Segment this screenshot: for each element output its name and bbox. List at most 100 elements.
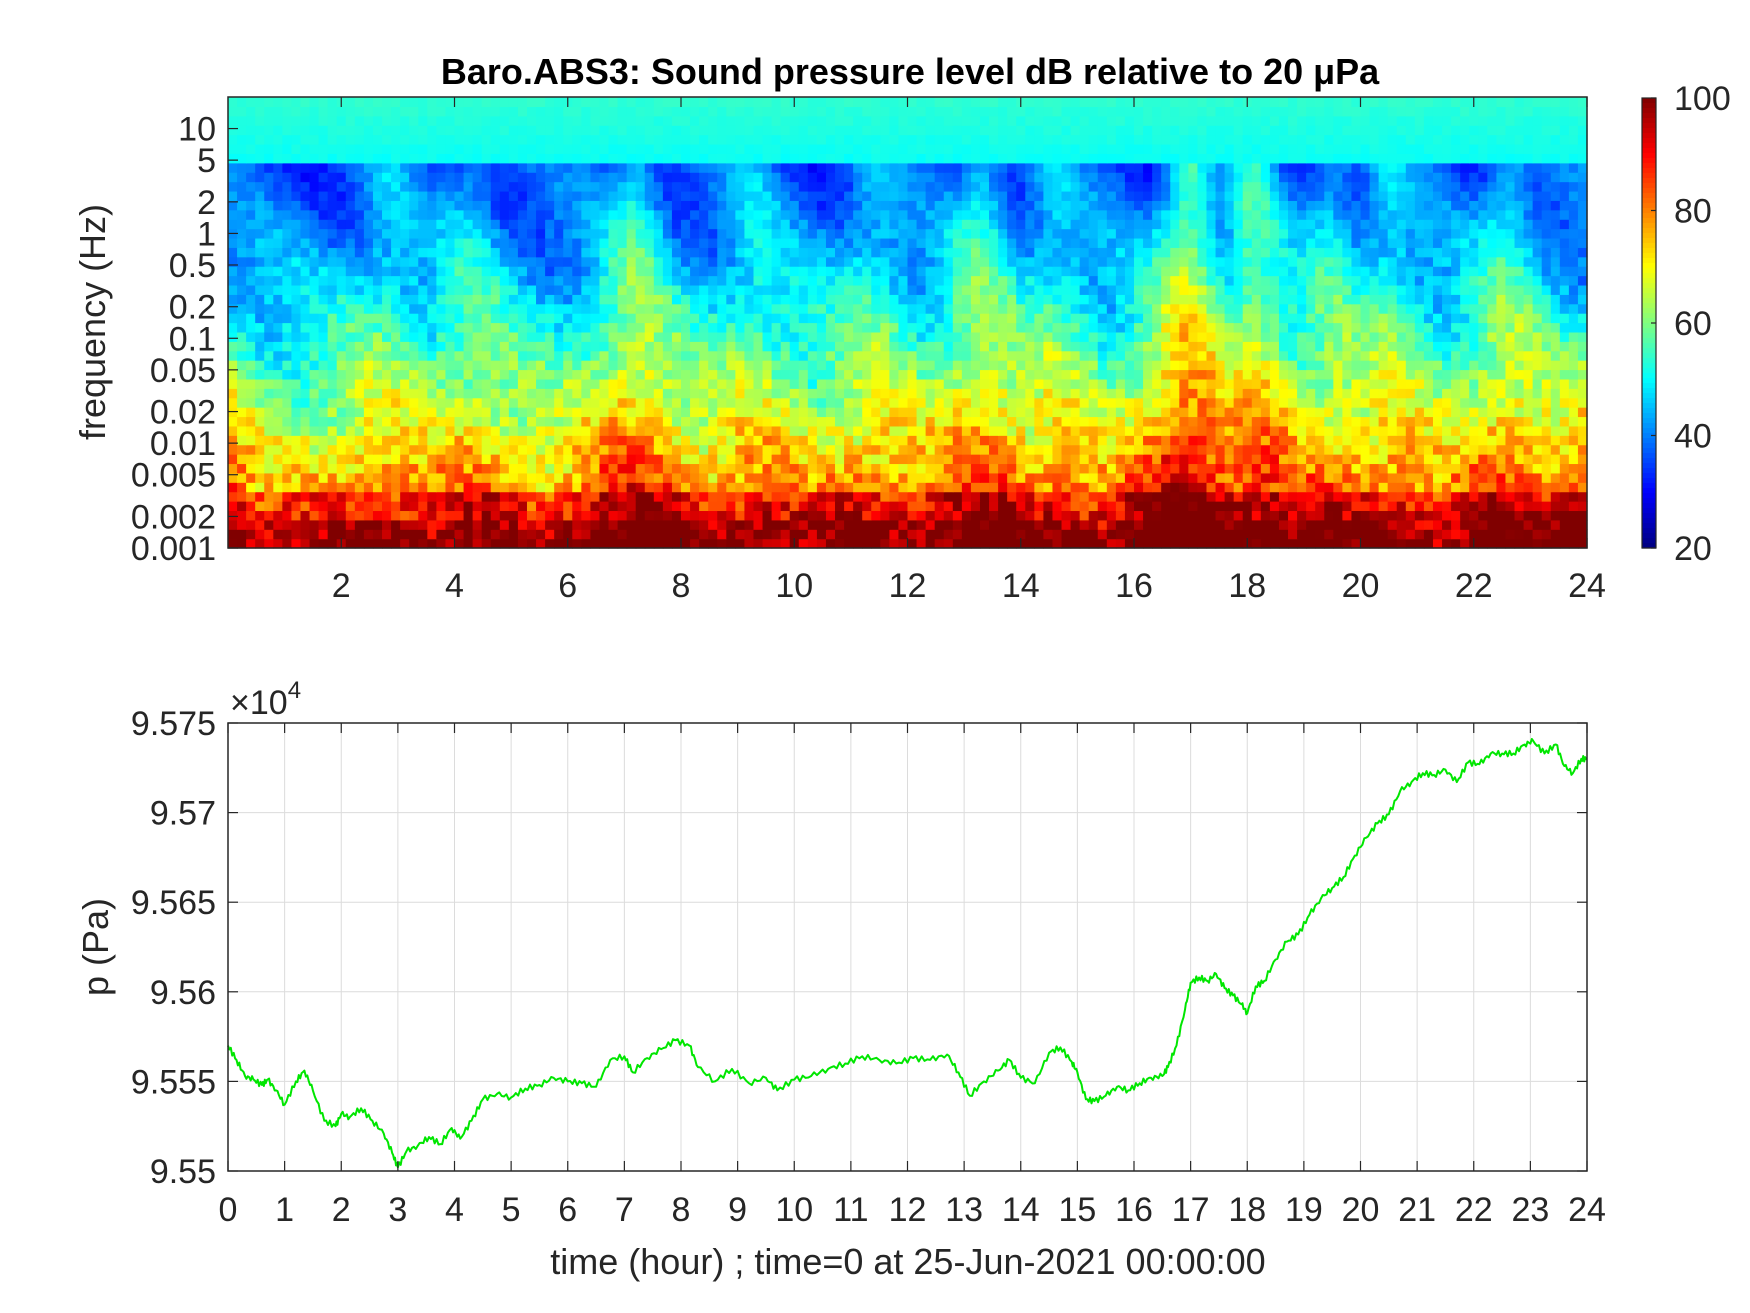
heatmap-cell: [1079, 247, 1090, 258]
heatmap-cell: [635, 256, 646, 267]
heatmap-cell: [1016, 425, 1026, 436]
heatmap-cell: [1143, 454, 1153, 465]
heatmap-cell: [1496, 331, 1507, 342]
heatmap-cell: [300, 482, 311, 493]
heatmap-cell: [1016, 529, 1026, 540]
heatmap-cell: [998, 397, 1008, 408]
heatmap-cell: [1342, 313, 1353, 324]
heatmap-cell: [789, 275, 800, 286]
heatmap-cell: [363, 266, 374, 277]
heatmap-cell: [1260, 256, 1271, 267]
heatmap-cell: [1523, 313, 1534, 324]
heatmap-cell: [1387, 378, 1398, 389]
heatmap-cell: [1106, 303, 1117, 314]
heatmap-cell: [1016, 237, 1026, 248]
heatmap-cell: [635, 510, 646, 521]
heatmap-cell: [970, 378, 981, 389]
heatmap-cell: [998, 519, 1008, 530]
heatmap-cell: [1423, 256, 1434, 267]
heatmap-cell: [862, 538, 872, 549]
heatmap-cell: [871, 529, 881, 540]
heatmap-cell: [1233, 284, 1244, 295]
heatmap-cell: [825, 350, 836, 361]
heatmap-cell: [644, 482, 655, 493]
heatmap-cell: [436, 247, 447, 258]
heatmap-cell: [744, 331, 755, 342]
heatmap-cell: [1188, 275, 1199, 286]
heatmap-cell: [708, 407, 718, 418]
heatmap-cell: [762, 510, 773, 521]
heatmap-cell: [835, 388, 845, 399]
heatmap-cell: [1016, 435, 1026, 446]
heatmap-cell: [345, 454, 356, 465]
heatmap-cell: [1025, 388, 1035, 399]
heatmap-cell: [1061, 529, 1072, 540]
heatmap-cell: [300, 491, 311, 502]
heatmap-cell: [409, 322, 419, 333]
heatmap-cell: [1351, 491, 1362, 502]
heatmap-cell: [1124, 322, 1135, 333]
heatmap-cell: [1034, 341, 1044, 352]
heatmap-cell: [1342, 303, 1353, 314]
heatmap-cell: [1532, 313, 1543, 324]
heatmap-cell: [844, 284, 854, 295]
heatmap-cell: [708, 369, 718, 380]
heatmap-cell: [979, 275, 990, 286]
heatmap-cell: [1242, 322, 1253, 333]
heatmap-cell: [454, 472, 465, 483]
heatmap-cell: [1161, 237, 1171, 248]
heatmap-cell: [880, 519, 890, 530]
heatmap-cell: [363, 472, 374, 483]
heatmap-cell: [1414, 369, 1425, 380]
heatmap-cell: [1206, 369, 1217, 380]
heatmap-cell: [282, 378, 293, 389]
heatmap-cell: [1242, 388, 1253, 399]
heatmap-cell: [771, 501, 782, 512]
heatmap-cell: [1532, 256, 1543, 267]
heatmap-cell: [1306, 303, 1316, 314]
heatmap-cell: [336, 256, 347, 267]
heatmap-cell: [762, 313, 773, 324]
heatmap-cell: [644, 369, 655, 380]
heatmap-cell: [400, 313, 410, 324]
heatmap-cell: [1025, 266, 1035, 277]
heatmap-cell: [789, 519, 800, 530]
heatmap-cell: [526, 378, 537, 389]
heatmap-cell: [844, 266, 854, 277]
heatmap-cell: [1369, 360, 1380, 371]
heatmap-cell: [1378, 510, 1389, 521]
heatmap-cell: [989, 510, 999, 521]
heatmap-cell: [400, 247, 410, 258]
heatmap-cell: [1487, 294, 1497, 305]
heatmap-cell: [499, 341, 510, 352]
heatmap-cell: [853, 454, 863, 465]
heatmap-cell: [264, 425, 274, 436]
heatmap-cell: [1007, 350, 1017, 361]
heatmap-cell: [1143, 275, 1153, 286]
heatmap-cell: [490, 463, 501, 474]
heatmap-cell: [1088, 275, 1099, 286]
heatmap-cell: [1442, 331, 1452, 342]
heatmap-cell: [318, 350, 329, 361]
heatmap-cell: [472, 350, 483, 361]
heatmap-cell: [545, 341, 555, 352]
heatmap-cell: [816, 407, 827, 418]
heatmap-cell: [1034, 266, 1044, 277]
heatmap-cell: [463, 463, 474, 474]
heatmap-cell: [536, 416, 546, 427]
heatmap-cell: [1333, 266, 1343, 277]
heatmap-cell: [463, 388, 474, 399]
heatmap-cell: [436, 425, 447, 436]
heatmap-cell: [1478, 407, 1488, 418]
heatmap-cell: [418, 491, 428, 502]
heatmap-cell: [472, 444, 483, 455]
heatmap-cell: [382, 247, 392, 258]
heatmap-cell: [717, 284, 727, 295]
heatmap-cell: [1396, 303, 1407, 314]
heatmap-cell: [1514, 322, 1525, 333]
heatmap-cell: [635, 529, 646, 540]
heatmap-cell: [427, 416, 437, 427]
heatmap-cell: [1215, 360, 1226, 371]
heatmap-cell: [1215, 331, 1226, 342]
heatmap-cell: [1188, 482, 1199, 493]
